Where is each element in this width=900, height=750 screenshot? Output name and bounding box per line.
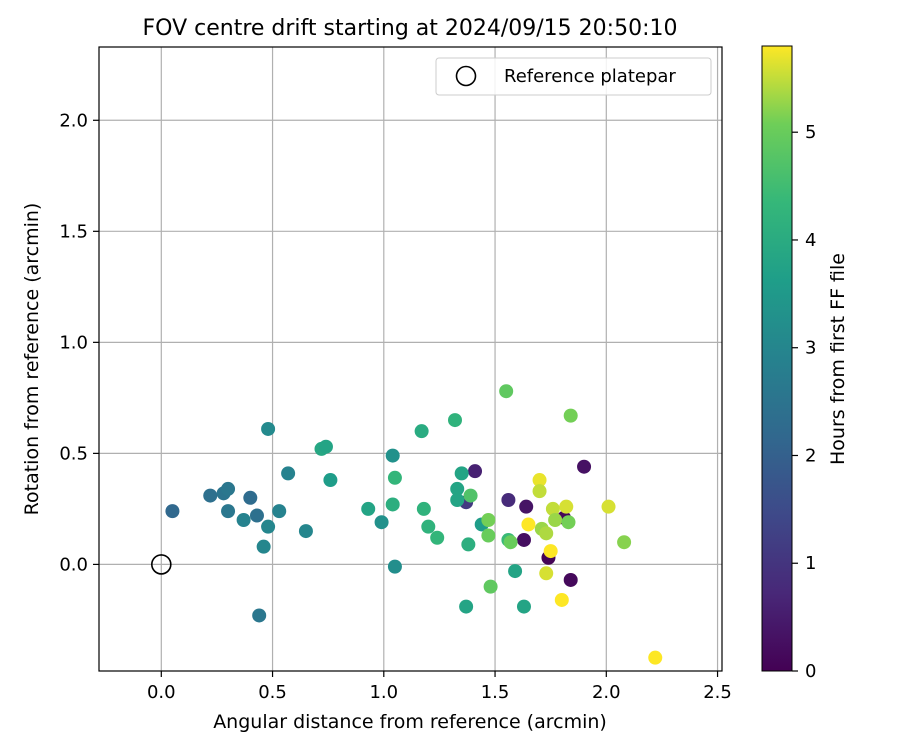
- data-point: [483, 579, 498, 594]
- y-tick-label: 1.0: [59, 332, 88, 353]
- colorbar-gradient: [761, 45, 793, 672]
- data-point: [416, 501, 431, 516]
- data-point: [463, 488, 478, 503]
- data-point: [461, 537, 476, 552]
- data-point: [261, 421, 276, 436]
- data-point: [459, 599, 474, 614]
- plot-area: 0.0 0.5 1.0 1.5 2.0 2.5 0.0 0.5 1.0 1.5 2.0: [59, 46, 732, 703]
- data-point: [481, 528, 496, 543]
- data-point: [281, 466, 296, 481]
- data-point: [648, 650, 663, 665]
- data-point: [454, 466, 469, 481]
- data-point: [298, 524, 313, 539]
- data-point: [539, 566, 554, 581]
- y-axis-label: Rotation from reference (arcmin): [21, 203, 43, 516]
- data-point: [249, 508, 264, 523]
- data-point: [252, 608, 267, 623]
- legend: Reference platepar: [435, 57, 712, 96]
- data-point: [561, 515, 576, 530]
- data-point: [387, 559, 402, 574]
- data-point: [559, 499, 574, 514]
- data-point: [385, 448, 400, 463]
- data-point: [468, 464, 483, 479]
- x-tick-label: 1.0: [369, 682, 398, 703]
- data-point: [450, 481, 465, 496]
- data-point: [563, 572, 578, 587]
- data-point: [481, 512, 496, 527]
- colorbar-tick-label: 0: [805, 661, 816, 682]
- data-point: [601, 499, 616, 514]
- data-point: [501, 493, 516, 508]
- legend-marker-icon: [455, 65, 477, 87]
- data-point: [374, 515, 389, 530]
- data-point: [503, 535, 518, 550]
- reference-platepar-marker: [151, 554, 172, 575]
- y-axis-ticks: 0.0 0.5 1.0 1.5 2.0: [59, 110, 99, 575]
- colorbar-tick-label: 2: [805, 445, 816, 466]
- plot-frame: [98, 46, 723, 672]
- x-tick-label: 2.0: [592, 682, 621, 703]
- x-tick-label: 1.5: [481, 682, 510, 703]
- grid: [99, 47, 722, 671]
- colorbar: 0 1 2 3 4 5 Hours from first FF file: [761, 45, 849, 682]
- data-point: [532, 473, 547, 488]
- data-point: [539, 526, 554, 541]
- data-point: [577, 459, 592, 474]
- data-point: [532, 484, 547, 499]
- data-point: [548, 512, 563, 527]
- data-point: [243, 490, 258, 505]
- legend-box: [435, 57, 712, 96]
- chart-title: FOV centre drift starting at 2024/09/15 …: [143, 16, 678, 41]
- colorbar-tick-label: 4: [805, 230, 816, 251]
- data-point: [203, 488, 218, 503]
- x-axis-ticks: 0.0 0.5 1.0 1.5 2.0 2.5: [147, 671, 732, 703]
- data-point: [543, 544, 558, 559]
- data-point: [499, 384, 514, 399]
- data-points: [165, 384, 663, 665]
- data-point: [430, 530, 445, 545]
- data-point: [545, 501, 560, 516]
- data-point: [361, 501, 376, 516]
- data-point: [450, 493, 465, 508]
- y-tick-label: 0.0: [59, 554, 88, 575]
- data-point: [414, 424, 429, 439]
- data-point: [563, 408, 578, 423]
- data-point: [521, 517, 536, 532]
- colorbar-ticks: 0 1 2 3 4 5: [792, 122, 816, 682]
- data-point: [508, 564, 523, 579]
- data-point: [421, 519, 436, 534]
- data-point: [385, 497, 400, 512]
- x-tick-label: 0.5: [258, 682, 287, 703]
- x-tick-label: 2.5: [703, 682, 732, 703]
- data-point: [256, 539, 271, 554]
- data-point: [516, 532, 531, 547]
- x-tick-label: 0.0: [147, 682, 176, 703]
- data-point: [617, 535, 632, 550]
- data-point: [272, 504, 287, 519]
- data-point: [323, 473, 338, 488]
- x-axis-label: Angular distance from reference (arcmin): [213, 711, 607, 733]
- data-point: [221, 504, 236, 519]
- data-point: [165, 504, 180, 519]
- data-point: [261, 519, 276, 534]
- y-tick-label: 0.5: [59, 443, 88, 464]
- data-point: [236, 512, 251, 527]
- y-tick-label: 1.5: [59, 221, 88, 242]
- plot-background: [99, 47, 722, 671]
- colorbar-tick-label: 3: [805, 338, 816, 359]
- data-point: [318, 439, 333, 454]
- data-point: [448, 413, 462, 428]
- data-point: [554, 592, 569, 607]
- colorbar-tick-label: 1: [805, 553, 816, 574]
- colorbar-tick-label: 5: [805, 122, 816, 143]
- legend-label: Reference platepar: [504, 66, 676, 87]
- data-point: [387, 470, 402, 485]
- colorbar-label: Hours from first FF file: [827, 253, 849, 465]
- data-point: [516, 599, 531, 614]
- data-point: [519, 499, 534, 514]
- y-tick-label: 2.0: [59, 110, 88, 131]
- data-point: [221, 481, 236, 496]
